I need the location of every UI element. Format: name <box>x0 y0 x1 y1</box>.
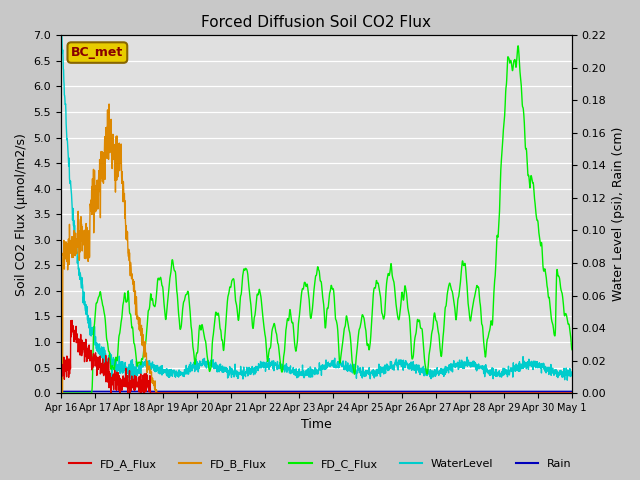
Title: Forced Diffusion Soil CO2 Flux: Forced Diffusion Soil CO2 Flux <box>202 15 431 30</box>
Text: BC_met: BC_met <box>71 46 124 59</box>
X-axis label: Time: Time <box>301 419 332 432</box>
Legend: FD_A_Flux, FD_B_Flux, FD_C_Flux, WaterLevel, Rain: FD_A_Flux, FD_B_Flux, FD_C_Flux, WaterLe… <box>64 455 576 474</box>
Y-axis label: Soil CO2 Flux (μmol/m2/s): Soil CO2 Flux (μmol/m2/s) <box>15 133 28 296</box>
Y-axis label: Water Level (psi), Rain (cm): Water Level (psi), Rain (cm) <box>612 127 625 301</box>
